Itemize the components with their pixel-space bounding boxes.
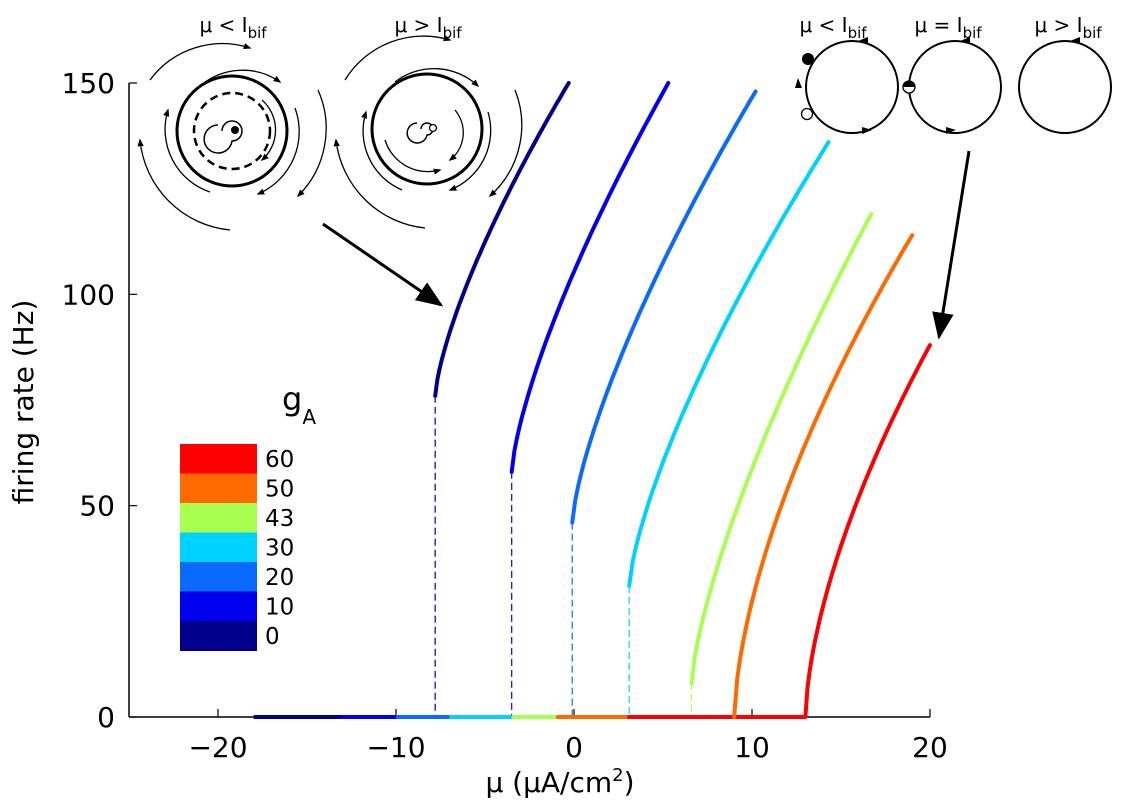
y-tick-label: 100 <box>62 278 115 311</box>
fi-curve-20 <box>570 89 758 525</box>
inset-phase-portrait-below: μ < Ibif <box>137 13 327 231</box>
x-ticks: −20 −10 0 10 20 <box>188 709 948 764</box>
saddle-node-unstable <box>800 107 814 121</box>
legend-title: gA <box>282 380 316 429</box>
fi-curves <box>433 81 932 719</box>
legend-label: 20 <box>265 565 294 591</box>
legend-label: 0 <box>265 624 280 650</box>
legend-swatch-0 <box>180 621 257 651</box>
fi-curve-0 <box>433 81 571 398</box>
legend-swatch-20 <box>180 562 257 592</box>
inset-snic-label-above: μ > Ibif <box>1034 13 1102 42</box>
x-tick-label: −10 <box>366 731 425 764</box>
legend-label: 30 <box>265 536 294 562</box>
inset-snic-label-equal: μ = Ibif <box>914 13 982 42</box>
inset-snic-below: μ < Ibif <box>795 13 899 134</box>
legend-swatch-50 <box>180 473 257 504</box>
inset-phase-portrait-above: μ > Ibif <box>333 13 523 229</box>
stable-fixed-point <box>231 126 239 134</box>
x-tick-label: −20 <box>188 731 247 764</box>
annotation-arrow-left <box>322 222 444 307</box>
fi-curve-50 <box>732 233 915 719</box>
fi-curve-60 <box>803 343 932 719</box>
y-tick-label: 50 <box>79 490 115 523</box>
legend-label: 50 <box>265 477 294 503</box>
annotation-arrow-right <box>932 150 971 340</box>
bifurcation-drop-lines <box>434 395 693 717</box>
y-ticks: 0 50 100 150 <box>62 67 137 734</box>
legend: gA 60 50 43 30 20 10 0 <box>180 380 316 651</box>
legend-swatch-43 <box>180 503 257 533</box>
inset-label-below: μ < Ibif <box>199 13 267 42</box>
legend-swatch-30 <box>180 532 257 563</box>
inset-snic-equal: μ = Ibif <box>902 13 1002 134</box>
x-tick-label: 20 <box>912 731 948 764</box>
y-tick-label: 150 <box>62 67 115 100</box>
inset-snic-label-below: μ < Ibif <box>799 13 867 42</box>
fi-curve-43 <box>689 212 874 686</box>
legend-swatch-60 <box>180 444 257 474</box>
legend-label: 10 <box>265 595 294 621</box>
y-tick-label: 0 <box>97 701 115 734</box>
x-tick-label: 10 <box>734 731 770 764</box>
x-tick-label: 0 <box>565 731 583 764</box>
unstable-fixed-point <box>428 123 438 133</box>
legend-label: 60 <box>265 447 294 473</box>
saddle-node-stable <box>802 53 814 65</box>
x-axis-title: μ (μA/cm2) <box>485 765 634 799</box>
legend-swatch-10 <box>180 591 257 622</box>
fi-curve-10 <box>509 81 671 474</box>
y-axis-title: firing rate (Hz) <box>7 300 40 505</box>
fi-curve-30 <box>627 140 831 588</box>
legend-label: 43 <box>265 506 294 532</box>
inset-snic-above: μ > Ibif <box>1018 13 1112 134</box>
